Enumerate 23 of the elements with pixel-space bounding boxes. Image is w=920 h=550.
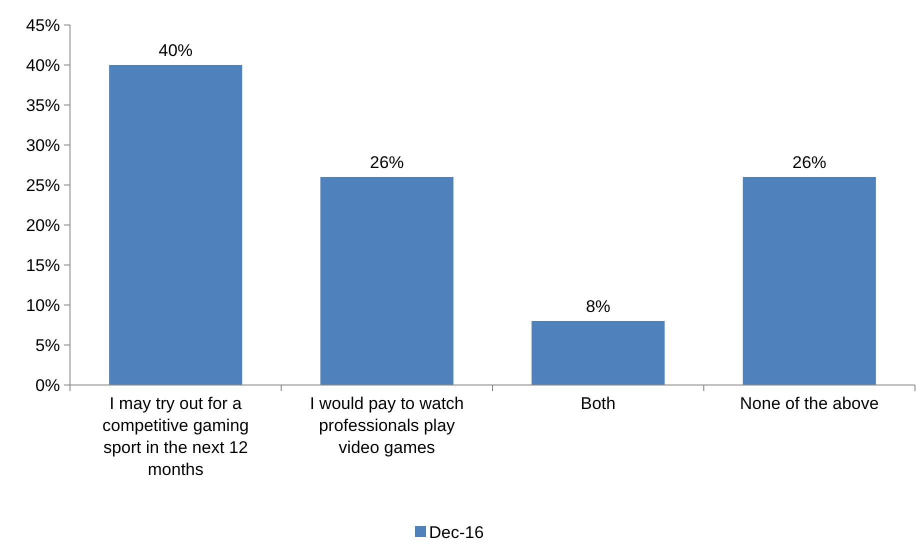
- legend-label: Dec-16: [429, 522, 484, 542]
- y-tick-label: 20%: [26, 216, 60, 235]
- y-tick-label: 30%: [26, 136, 60, 155]
- bar: [532, 321, 665, 385]
- y-tick-label: 5%: [35, 336, 60, 355]
- y-tick-label: 40%: [26, 56, 60, 75]
- x-tick-label: I would pay to watch professionals play video games: [310, 394, 464, 457]
- x-tick-label: None of the above: [740, 394, 879, 413]
- y-tick-label: 45%: [26, 16, 60, 35]
- bar: [320, 177, 454, 385]
- x-tick-label: Both: [580, 394, 616, 413]
- bar: [109, 65, 242, 385]
- y-tick-label: 10%: [26, 296, 60, 315]
- data-label: 26%: [792, 153, 826, 172]
- data-label: 40%: [158, 41, 193, 60]
- y-tick-label: 25%: [26, 176, 60, 195]
- y-tick-label: 35%: [26, 96, 60, 115]
- data-label: 26%: [370, 153, 404, 172]
- data-label: 8%: [586, 297, 610, 316]
- x-tick-label: I may try out for a competitive gaming sport in the next 12 months: [102, 394, 249, 479]
- y-tick-label: 0%: [35, 376, 60, 395]
- bar: [742, 177, 876, 385]
- y-tick-label: 15%: [26, 256, 60, 275]
